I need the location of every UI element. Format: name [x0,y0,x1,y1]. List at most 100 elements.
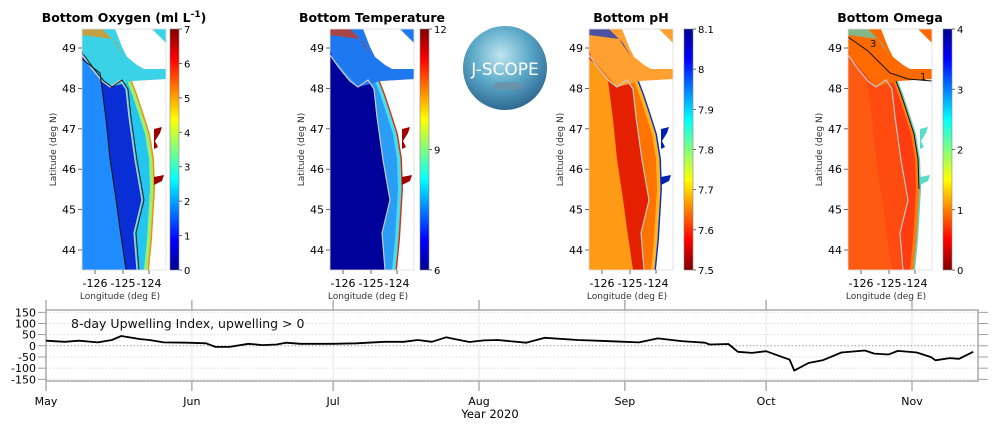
colorbar [942,28,953,271]
isobath-line [588,54,650,271]
upwelling-chart: May Jun Jul Aug Sep Oct Nov 150100500-50-100-15… [11,300,988,421]
logo-text: J-SCOPE [470,60,539,80]
colorbar-tick-label: 9 [434,146,440,157]
lat-tick-label: 49 [569,42,583,55]
lat-tick-label: 48 [310,82,324,95]
lat-tick-label: 48 [828,82,842,95]
x-axis-label: Longitude (deg E) [846,292,926,302]
island-edge [848,29,890,57]
lon-tick-label: -124 [644,277,669,290]
colorbar-tick-label: 2 [957,146,963,157]
land-mainland [639,79,673,270]
lat-tick-label: 44 [62,244,76,257]
island-edge [330,29,372,57]
x-tick-label: Jun [182,395,200,408]
island-edge [82,29,124,57]
map-frame [847,28,933,271]
river-estuary [402,175,412,185]
colorbar [169,28,180,271]
map-image: 31 [847,28,933,271]
colorbar-tick-label: 0 [957,266,963,277]
strait-of-georgia [152,29,166,43]
isobath-line [329,54,391,271]
land-vancouver-island [363,29,414,69]
lat-tick-label: 44 [310,244,324,257]
map-title: Bottom pH [593,10,668,25]
colorbar-tick-label: 4 [957,25,963,36]
x-tick-label: Oct [757,395,777,408]
colorbar-tick-label: 6 [434,266,440,277]
colorbar-tick-label: 7.9 [698,105,714,116]
plot-frame [45,309,979,382]
x-axis-label: Longitude (deg E) [587,292,667,302]
lon-tick-label: -126 [83,277,108,290]
colorbar-tick-label: 3 [957,85,963,96]
lat-tick-label: 49 [62,42,76,55]
colorbar-tick-label: 7 [184,25,190,36]
river-estuary [920,175,930,185]
lon-tick-label: -125 [877,277,902,290]
colorbar-tick-label: 8.1 [698,25,714,36]
river-estuary [920,127,928,149]
lat-tick-label: 48 [569,82,583,95]
lon-tick-label: -124 [137,277,162,290]
river-estuary [154,175,164,185]
strait-of-georgia [659,29,673,43]
title-text: ) [201,10,207,25]
map-frame [329,28,415,271]
x-axis-label: Year 2020 [460,407,518,421]
x-tick-label: Sep [615,395,636,408]
title-superscript: -1 [191,10,201,20]
colorbar-tick-label: 6 [184,59,190,70]
lon-tick-label: -126 [331,277,356,290]
map-frame [588,28,674,271]
lat-tick-label: 45 [569,204,583,217]
lat-tick-label: 48 [62,82,76,95]
colorbar [419,28,430,271]
map-image [81,28,167,271]
contour-label: 3 [870,39,876,50]
strait-region [82,29,166,87]
land-vancouver-island [881,29,932,69]
chart-annotation: 8-day Upwelling Index, upwelling > 0 [71,316,305,331]
colorbar-tick-label: 7.8 [698,146,714,157]
colorbar-tick-label: 7.5 [698,266,714,277]
map-image [588,28,674,271]
y-tick-label: -100 [11,362,36,375]
x-tick-label: Aug [468,395,489,408]
map-panel-2: Bottom Temperature 49 48 47 46 45 44 -126 -125 -1… [297,10,447,302]
map-image [329,28,415,271]
colorbar-tick-label: 5 [184,94,190,105]
y-tick-label: -150 [11,373,36,386]
lat-tick-label: 49 [310,42,324,55]
lat-tick-label: 46 [310,163,324,176]
island-edge [589,29,631,57]
y-tick-label: 0 [29,340,36,353]
strait-of-georgia [918,29,932,43]
lat-tick-label: 47 [828,123,842,136]
shelf-region [330,55,403,270]
y-axis-label: Latitude (deg N) [49,113,59,186]
strait-of-georgia [400,29,414,43]
strait-region [848,29,932,87]
lon-tick-label: -125 [618,277,643,290]
colorbar-tick-label: 4 [184,128,190,139]
lat-tick-label: 45 [828,204,842,217]
lon-tick-label: -125 [111,277,136,290]
y-axis-label: Latitude (deg N) [297,113,307,186]
contour-line [895,80,920,190]
colorbar-tick-label: 2 [184,197,190,208]
lat-tick-label: 47 [62,123,76,136]
river-estuary [661,175,671,185]
land-vancouver-island [622,29,673,69]
map-title: Bottom Omega [837,10,943,25]
lon-tick-label: -124 [385,277,410,290]
map-frame [81,28,167,271]
lat-tick-label: 47 [310,123,324,136]
colorbar-tick-label: 0 [184,266,190,277]
isobath-line [847,54,909,271]
y-tick-label: 100 [15,317,36,330]
